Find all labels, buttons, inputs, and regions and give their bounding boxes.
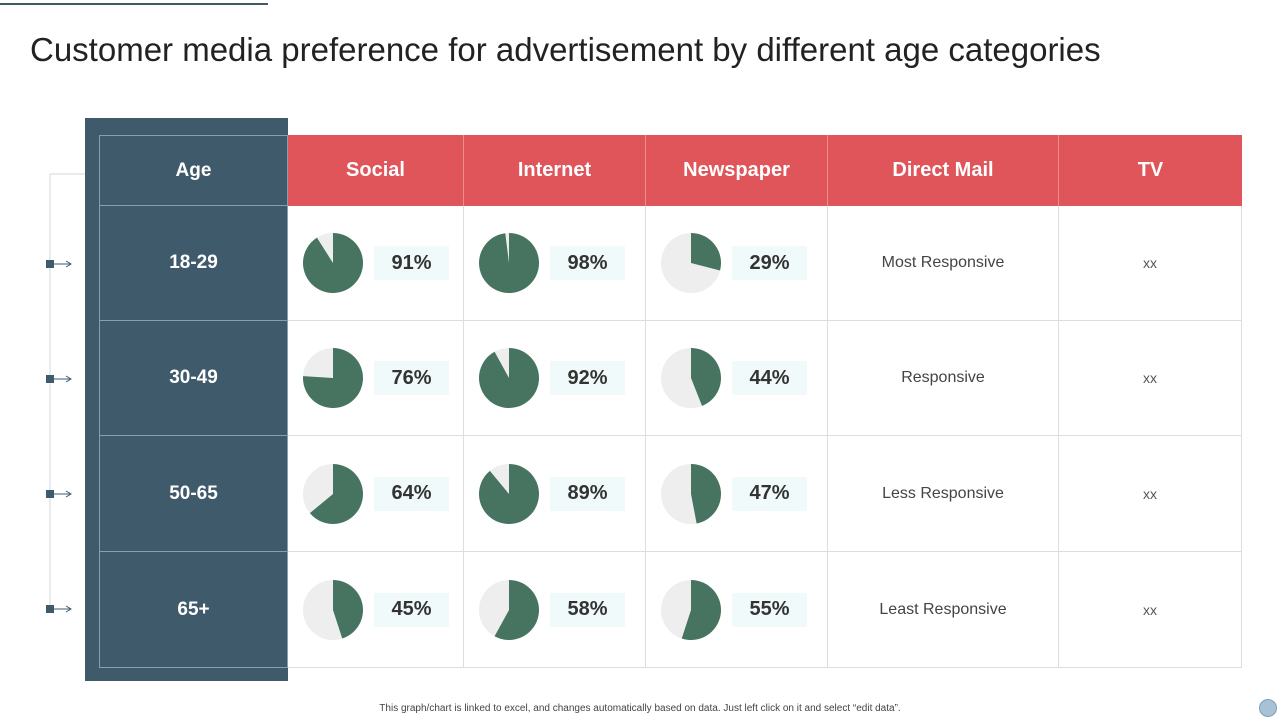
age-label: 65+ xyxy=(99,552,288,668)
internet-pie xyxy=(479,579,540,640)
header-direct-mail: Direct Mail xyxy=(828,135,1059,206)
social-percent: 64% xyxy=(374,476,449,511)
internet-cell: 98% xyxy=(464,206,646,321)
row-connector-timeline xyxy=(46,173,86,613)
social-cell: 64% xyxy=(288,436,464,552)
header-internet: Internet xyxy=(464,135,646,206)
header-social: Social xyxy=(288,135,464,206)
internet-pie xyxy=(479,348,540,408)
header-newspaper: Newspaper xyxy=(646,135,828,206)
age-label: 18-29 xyxy=(99,206,288,321)
top-accent-line xyxy=(0,3,268,5)
pie-slice xyxy=(303,348,364,408)
newspaper-pie xyxy=(661,463,722,524)
footnote-text: This graph/chart is linked to excel, and… xyxy=(379,703,901,714)
internet-pie xyxy=(479,232,540,293)
social-pie xyxy=(303,579,363,640)
internet-percent: 89% xyxy=(550,476,625,511)
social-pie xyxy=(303,233,364,293)
social-percent: 91% xyxy=(374,246,449,280)
internet-cell: 89% xyxy=(464,436,646,552)
newspaper-cell: 29% xyxy=(646,206,828,321)
tv-cell: xx xyxy=(1059,321,1242,436)
timeline-marker-row-3 xyxy=(46,490,72,498)
pie-slice xyxy=(309,463,363,524)
media-preference-table: Age Social Internet Newspaper Direct Mai… xyxy=(99,135,1242,668)
internet-cell: 58% xyxy=(464,552,646,668)
pie-slice xyxy=(478,463,539,524)
pie-slice xyxy=(691,463,722,523)
social-pie xyxy=(303,348,364,408)
social-cell: 91% xyxy=(288,206,464,321)
pie-slice xyxy=(691,233,722,271)
pie-slice xyxy=(333,579,363,639)
timeline-marker-row-2 xyxy=(46,375,72,383)
internet-percent: 92% xyxy=(550,361,625,395)
newspaper-pie xyxy=(661,579,722,640)
newspaper-cell: 44% xyxy=(646,321,828,436)
internet-pie xyxy=(478,463,539,524)
pie-slice xyxy=(494,579,540,640)
newspaper-percent: 44% xyxy=(732,361,807,395)
direct-mail-cell: Responsive xyxy=(828,321,1059,436)
social-cell: 76% xyxy=(288,321,464,436)
direct-mail-cell: Most Responsive xyxy=(828,206,1059,321)
newspaper-pie xyxy=(661,348,721,408)
pie-slice xyxy=(479,232,540,293)
timeline-marker-row-4 xyxy=(46,605,72,613)
newspaper-pie xyxy=(661,233,722,293)
tv-cell: xx xyxy=(1059,436,1242,552)
newspaper-percent: 47% xyxy=(732,476,807,511)
newspaper-percent: 29% xyxy=(732,246,807,280)
internet-cell: 92% xyxy=(464,321,646,436)
internet-percent: 98% xyxy=(550,246,625,280)
pie-slice xyxy=(681,579,722,640)
direct-mail-cell: Least Responsive xyxy=(828,552,1059,668)
newspaper-cell: 47% xyxy=(646,436,828,552)
tv-cell: xx xyxy=(1059,552,1242,668)
timeline-marker-row-1 xyxy=(46,260,72,268)
social-cell: 45% xyxy=(288,552,464,668)
header-age: Age xyxy=(99,135,288,206)
age-label: 50-65 xyxy=(99,436,288,552)
tv-cell: xx xyxy=(1059,206,1242,321)
social-percent: 76% xyxy=(374,361,449,395)
newspaper-cell: 55% xyxy=(646,552,828,668)
direct-mail-cell: Less Responsive xyxy=(828,436,1059,552)
pie-slice xyxy=(303,233,364,293)
corner-circle-icon xyxy=(1259,699,1277,717)
pie-slice xyxy=(691,348,721,406)
age-column-panel xyxy=(85,118,288,681)
header-tv: TV xyxy=(1059,135,1242,206)
newspaper-percent: 55% xyxy=(732,592,807,627)
pie-slice xyxy=(479,348,540,408)
social-percent: 45% xyxy=(374,592,449,627)
age-label: 30-49 xyxy=(99,321,288,436)
page-title: Customer media preference for advertisem… xyxy=(30,31,1101,68)
social-pie xyxy=(303,463,363,524)
internet-percent: 58% xyxy=(550,592,625,627)
